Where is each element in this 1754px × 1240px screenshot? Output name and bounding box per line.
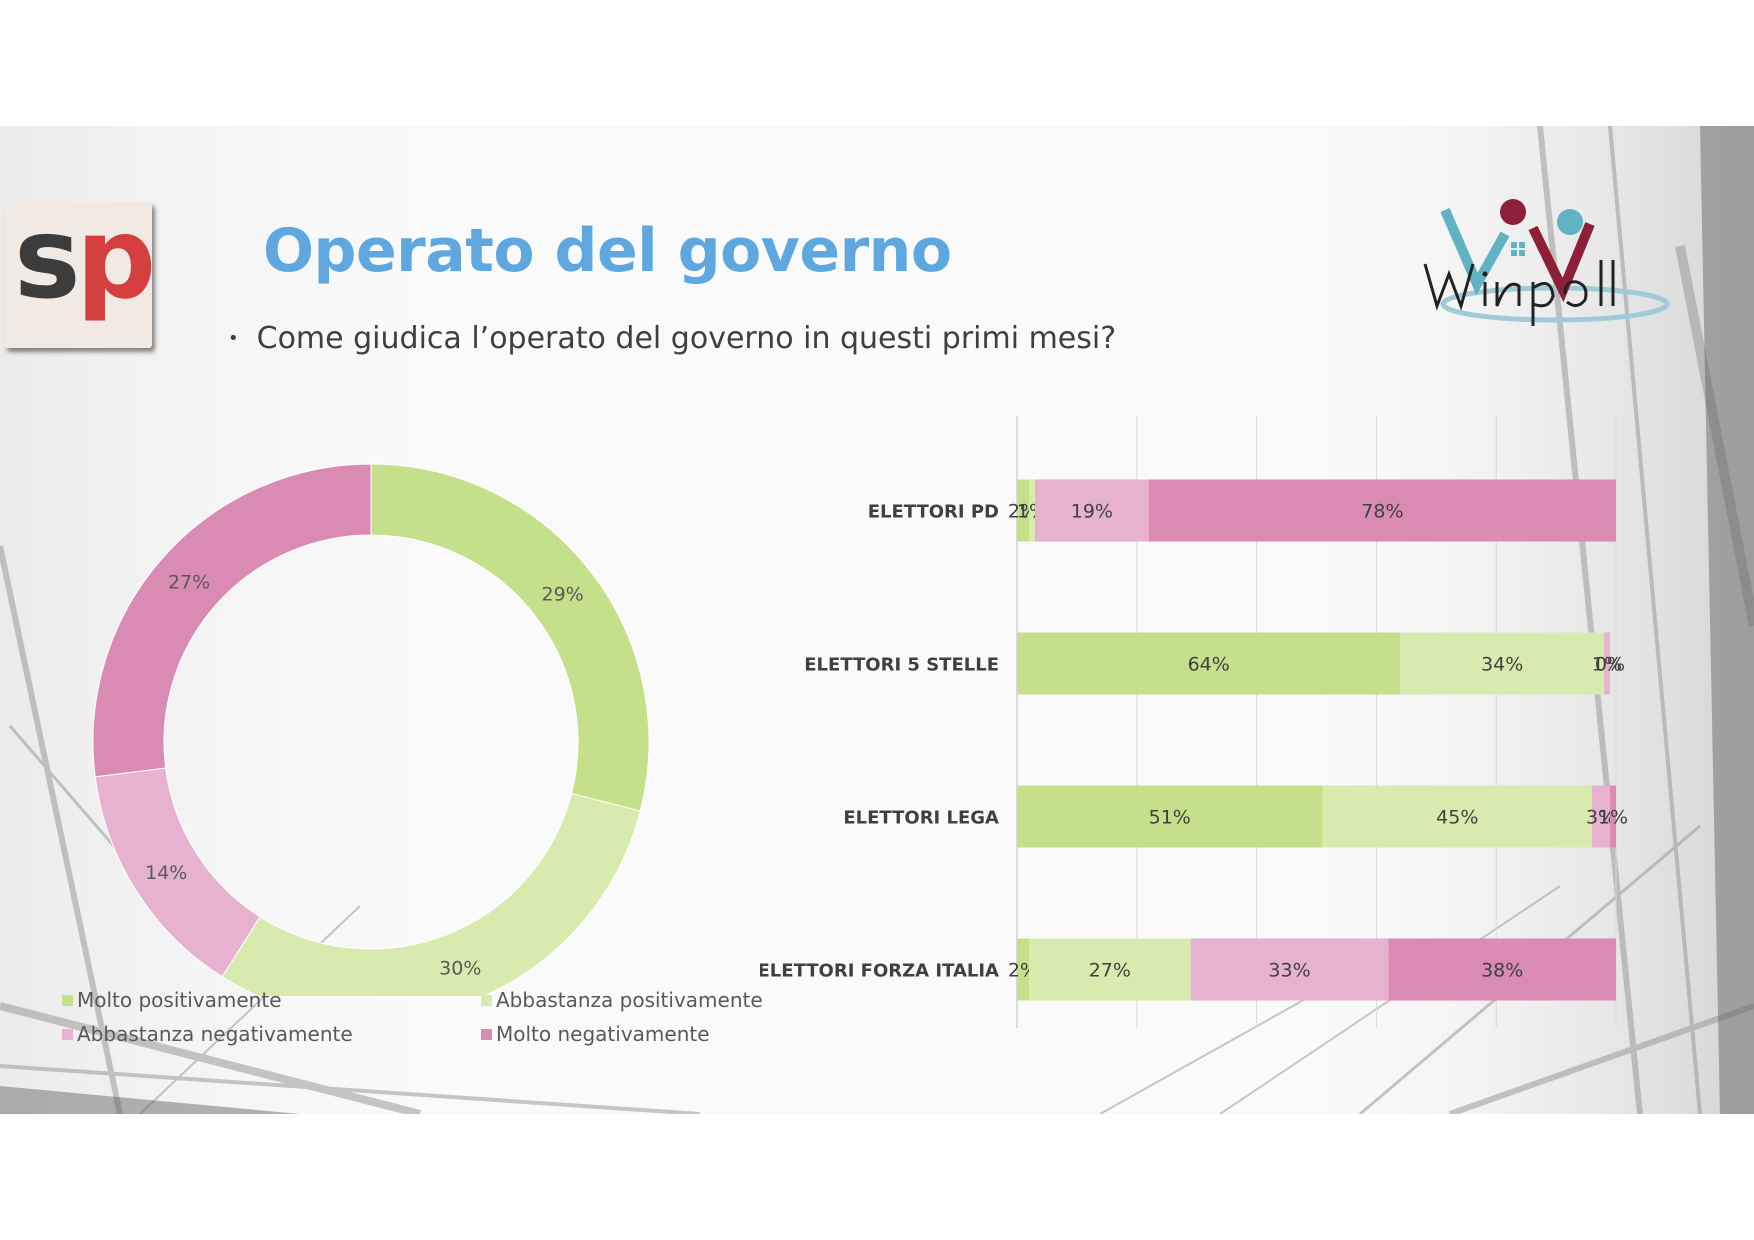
bar-segment-abbastanza-negativamente xyxy=(1592,785,1611,848)
bar-data-label: 27% xyxy=(1089,960,1131,982)
legend-item-abbastanza-positivamente: Abbastanza positivamente xyxy=(481,988,763,1012)
legend-swatch xyxy=(481,1029,492,1040)
bar-segment-molto-negativamente xyxy=(1388,938,1616,1001)
bar-segment-molto-positivamente xyxy=(1017,479,1029,542)
bar-data-label: 51% xyxy=(1149,807,1191,829)
legend-label: Abbastanza positivamente xyxy=(496,988,763,1012)
y-category-label: ELETTORI FORZA ITALIA xyxy=(760,961,999,982)
bar-segment-abbastanza-negativamente xyxy=(1034,479,1149,542)
y-category-label: ELETTORI LEGA xyxy=(843,808,999,829)
bar-data-label: 19% xyxy=(1071,501,1113,523)
bar-data-label: 34% xyxy=(1481,654,1523,676)
legend-swatch xyxy=(62,1029,73,1040)
bar-segment-molto-positivamente xyxy=(1017,938,1029,1001)
sp-logo: s p xyxy=(4,194,156,348)
bar-segment-abbastanza-negativamente xyxy=(1190,938,1389,1001)
question-text: • Come giudica l’operato del governo in q… xyxy=(228,321,1116,356)
donut-slice-molto-positivamente xyxy=(370,463,650,812)
bar-data-label: 33% xyxy=(1268,960,1310,982)
y-category-label: ELETTORI 5 STELLE xyxy=(804,655,999,676)
bar-data-label: 3% xyxy=(1586,807,1616,829)
bar-segment-molto-negativamente xyxy=(1148,479,1616,542)
y-category-label: ELETTORI PD xyxy=(868,502,999,523)
donut-data-label: 14% xyxy=(145,862,187,884)
donut-chart: 29% 30% 14% 27% xyxy=(92,463,650,996)
legend-item-molto-positivamente: Molto positivamente xyxy=(62,988,282,1012)
bar-data-label: 78% xyxy=(1361,501,1403,523)
donut-data-label: 29% xyxy=(541,583,583,605)
legend-item-molto-negativamente: Molto negativamente xyxy=(481,1022,710,1046)
bar-segment-abbastanza-positivamente xyxy=(1028,479,1035,542)
stacked-bar-chart: 0%20%40%60%80%100%ELETTORI PD2%1%19%78%E… xyxy=(760,416,1628,1028)
bullet: • xyxy=(228,328,239,349)
question-label: Come giudica l’operato del governo in qu… xyxy=(256,321,1117,356)
bar-segment-abbastanza-positivamente xyxy=(1400,632,1605,695)
bar-segment-molto-positivamente xyxy=(1017,785,1323,848)
legend-item-abbastanza-negativamente: Abbastanza negativamente xyxy=(62,1022,353,1046)
page-title: Operato del governo xyxy=(263,216,952,286)
bar-segment-abbastanza-negativamente xyxy=(1604,632,1611,695)
winpoll-logo xyxy=(1423,199,1670,326)
legend-label: Abbastanza negativamente xyxy=(77,1022,353,1046)
bar-data-label: 64% xyxy=(1188,654,1230,676)
bar-data-label: 1% xyxy=(1592,654,1622,676)
legend-label: Molto negativamente xyxy=(496,1022,710,1046)
sp-logo-p: p xyxy=(76,194,157,324)
bar-segment-abbastanza-positivamente xyxy=(1028,938,1191,1001)
donut-slice-molto-negativamente xyxy=(92,463,372,778)
legend-swatch xyxy=(62,995,73,1006)
donut-data-label: 27% xyxy=(168,572,210,594)
donut-data-label: 30% xyxy=(439,957,481,979)
bar-data-label: 0% xyxy=(1595,654,1625,676)
bar-data-label: 45% xyxy=(1436,807,1478,829)
bar-segment-molto-negativamente xyxy=(1610,785,1616,848)
bar-segment-molto-positivamente xyxy=(1017,632,1401,695)
bar-data-label: 38% xyxy=(1481,960,1523,982)
legend-swatch xyxy=(481,995,492,1006)
legend-label: Molto positivamente xyxy=(77,988,282,1012)
donut-slice-abbastanza-positivamente xyxy=(221,792,641,996)
bar-segment-abbastanza-positivamente xyxy=(1322,785,1593,848)
slide: s p Operato del governo • Come giudica l’… xyxy=(0,126,1754,1114)
sp-logo-s: s xyxy=(14,194,81,324)
bar-data-label: 1% xyxy=(1598,807,1628,829)
